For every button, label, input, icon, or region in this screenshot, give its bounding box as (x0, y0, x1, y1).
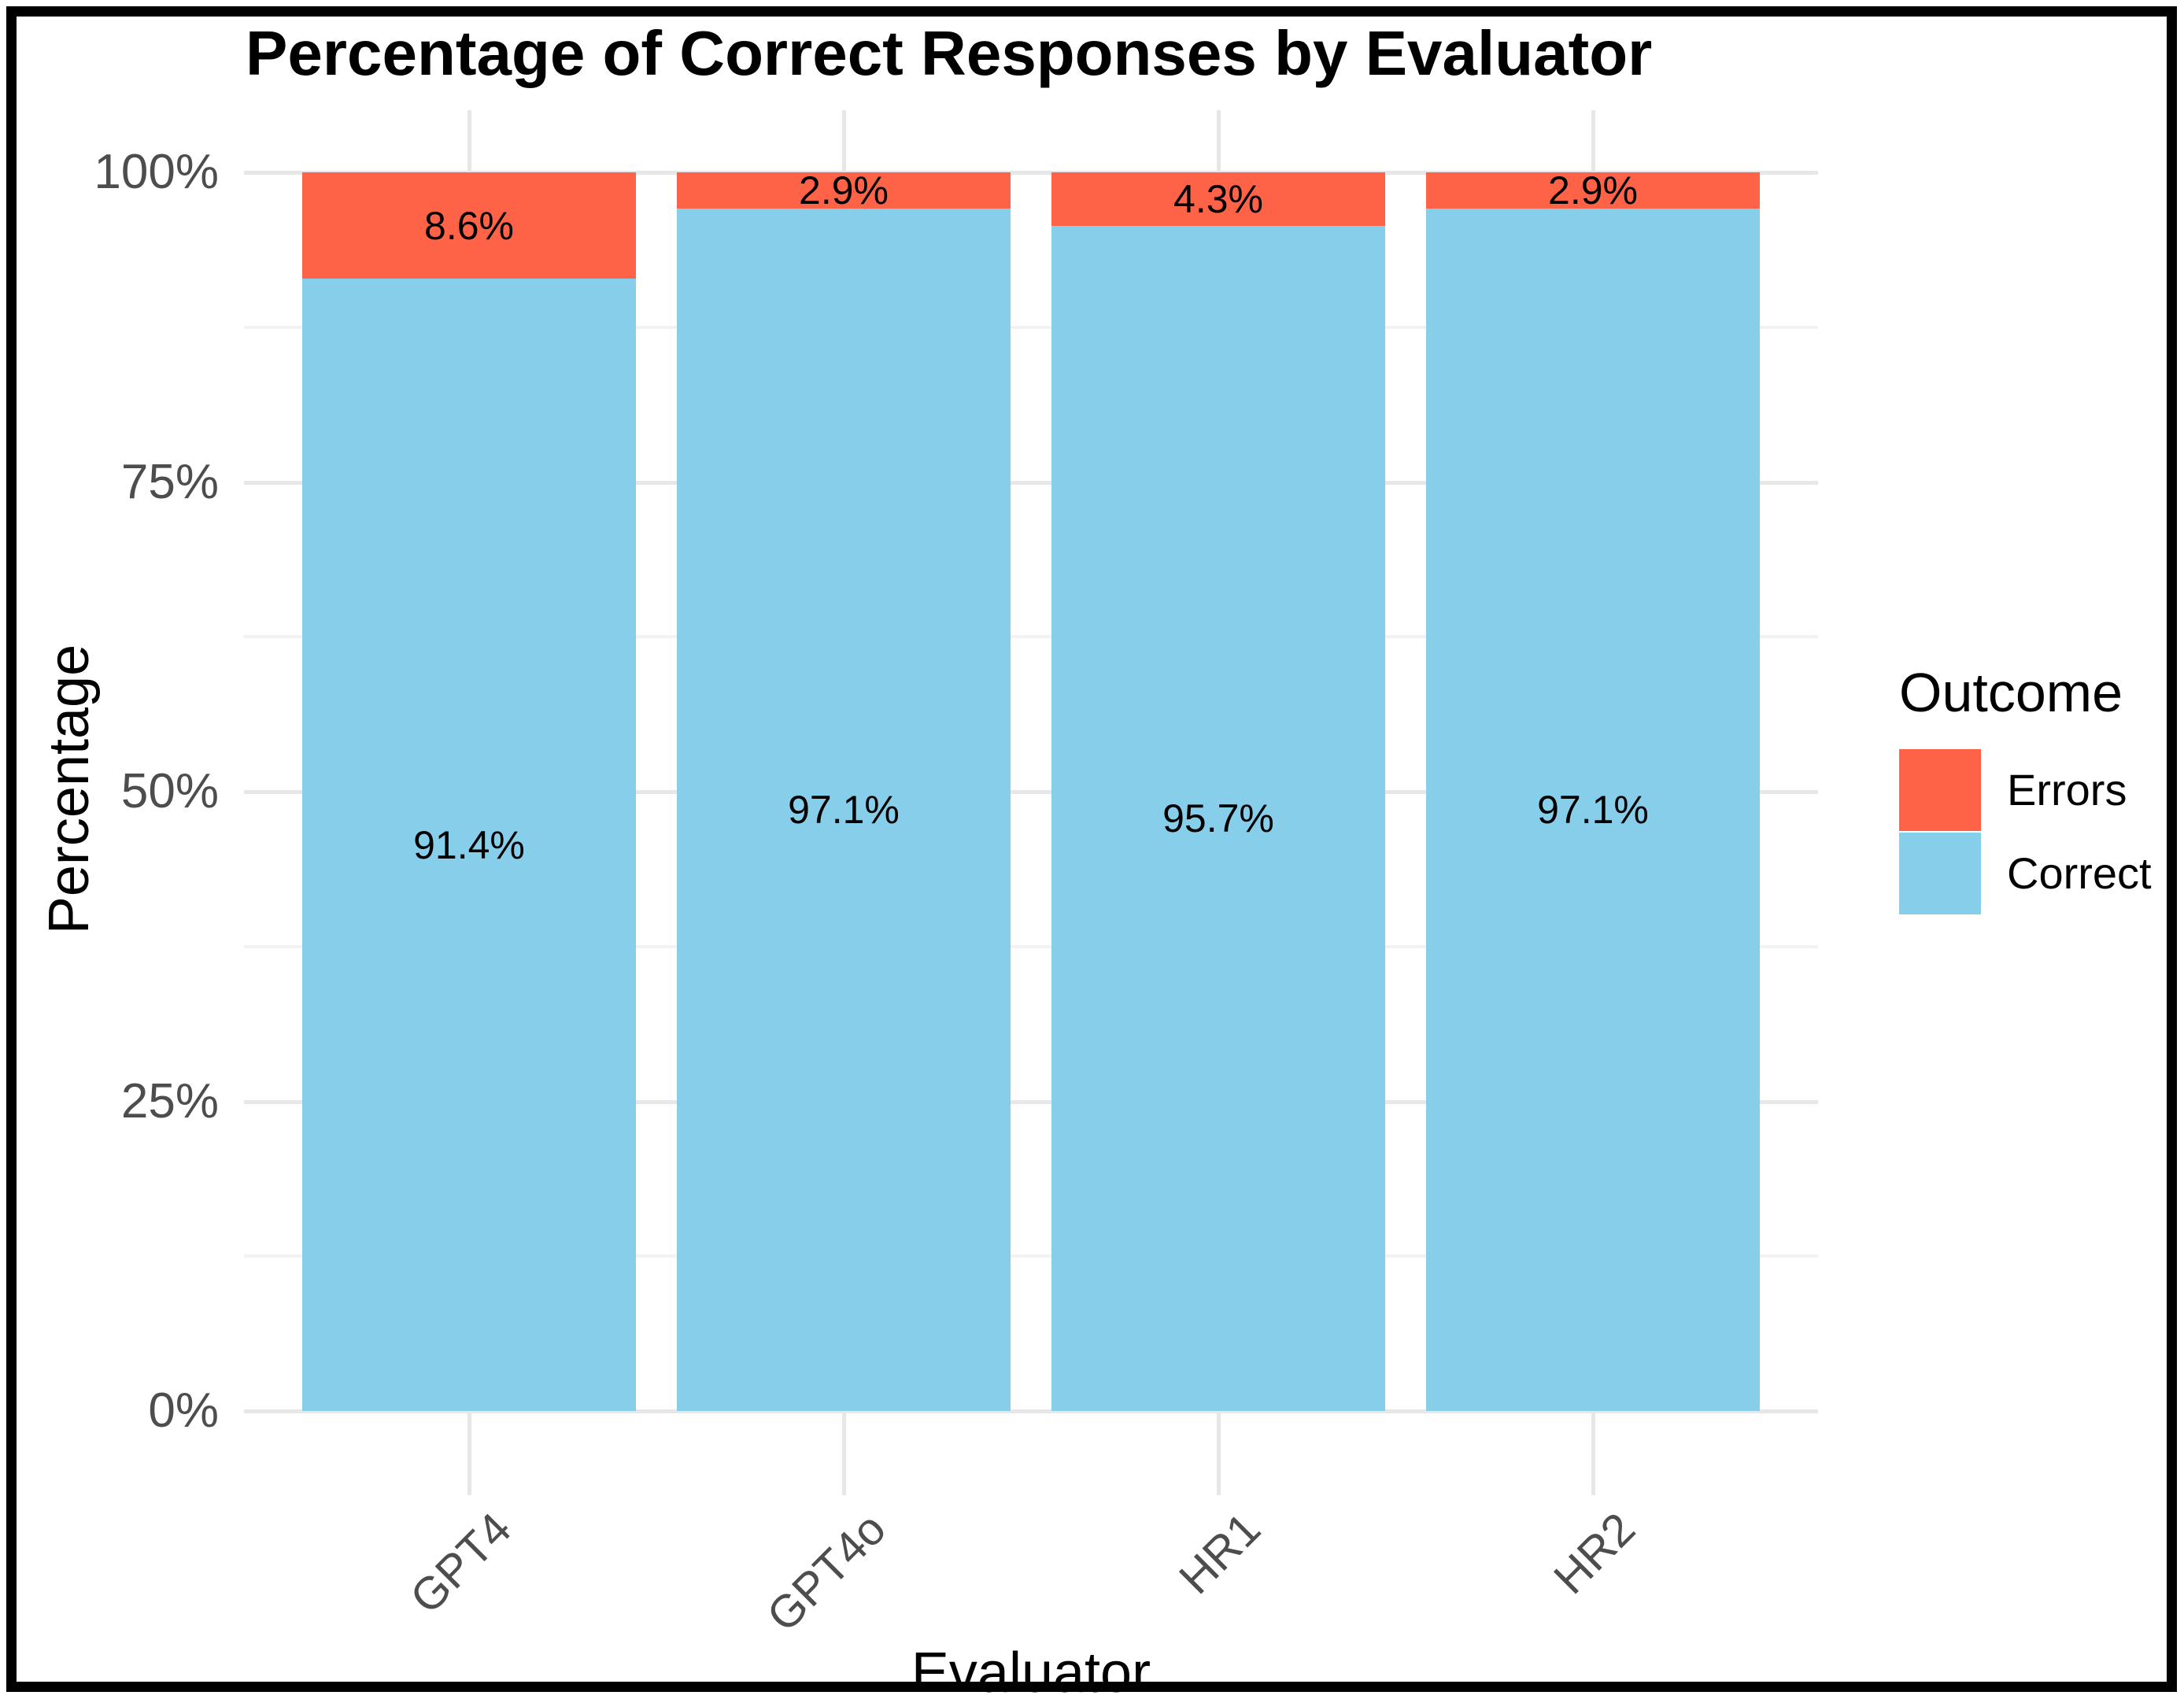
gridline-major-horizontal (244, 1409, 1818, 1413)
bar-label-errors: 8.6% (424, 204, 514, 248)
legend-label-errors: Errors (2007, 765, 2127, 814)
bar-label-correct: 97.1% (1537, 788, 1649, 832)
bar-segment-correct (1051, 225, 1385, 1411)
bar-segment-errors (677, 172, 1011, 209)
legend-label-correct: Correct (2007, 848, 2152, 898)
bar-segment-correct (677, 208, 1011, 1411)
gridline-major-horizontal (244, 790, 1818, 794)
bar-label-errors: 2.9% (799, 168, 889, 212)
gridline-minor-horizontal (244, 635, 1818, 638)
gridline-minor-horizontal (244, 1254, 1818, 1258)
bar-segment-errors (1426, 172, 1760, 209)
gridline-minor-horizontal (244, 945, 1818, 948)
x-tick-label: GPT4 (400, 1503, 521, 1624)
bar-segment-errors (302, 172, 636, 279)
chart-title: Percentage of Correct Responses by Evalu… (246, 18, 1653, 88)
bar-label-correct: 95.7% (1162, 796, 1274, 840)
gridline-minor-horizontal (244, 326, 1818, 329)
y-axis-title: Percentage (38, 644, 101, 935)
y-tick-label: 100% (94, 145, 219, 199)
gridline-major-horizontal (244, 481, 1818, 485)
y-tick-label: 0% (148, 1383, 219, 1438)
y-tick-label: 25% (120, 1074, 219, 1128)
bar-label-errors: 2.9% (1548, 168, 1638, 212)
bar-label-errors: 4.3% (1173, 177, 1263, 221)
legend-title: Outcome (1899, 662, 2123, 723)
legend-key-correct (1899, 833, 1981, 914)
legend-key-errors (1899, 749, 1981, 831)
y-tick-label: 75% (120, 455, 219, 509)
gridline-major-horizontal (244, 171, 1818, 175)
bar-segment-correct (1426, 208, 1760, 1411)
y-tick-label: 50% (120, 764, 219, 818)
bar-segment-errors (1051, 172, 1385, 226)
bar-segment-correct (302, 279, 636, 1411)
bar-label-correct: 97.1% (788, 788, 900, 832)
gridline-major-horizontal (244, 1100, 1818, 1104)
bar-label-correct: 91.4% (413, 823, 525, 867)
x-axis-title: Evaluator (911, 1642, 1151, 1699)
